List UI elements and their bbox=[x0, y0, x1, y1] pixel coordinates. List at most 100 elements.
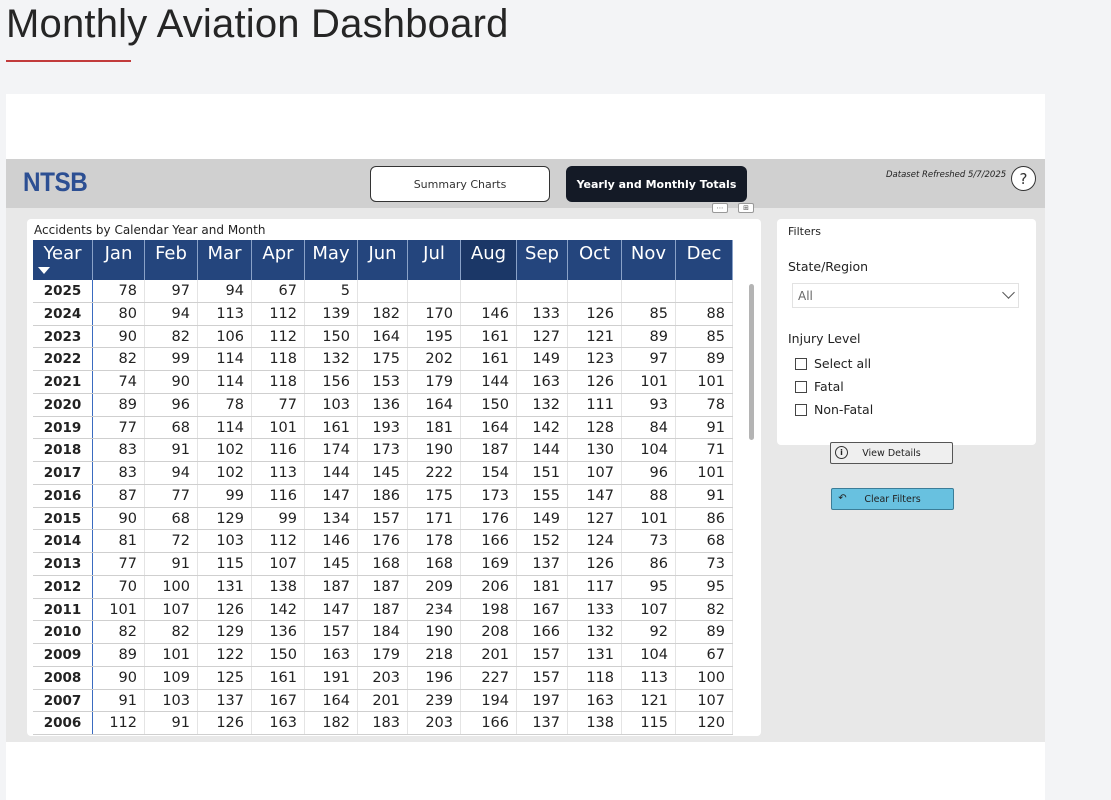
count-cell: 186 bbox=[358, 484, 408, 507]
count-cell: 82 bbox=[676, 598, 733, 621]
checkbox-square-icon[interactable] bbox=[795, 380, 807, 393]
count-cell: 101 bbox=[145, 644, 198, 666]
count-cell: 163 bbox=[305, 644, 358, 666]
count-cell: 125 bbox=[198, 666, 252, 689]
count-cell: 147 bbox=[305, 598, 358, 621]
accidents-table-panel: Accidents by Calendar Year and Month Yea… bbox=[27, 219, 761, 736]
clear-filters-button[interactable]: ↶ Clear Filters bbox=[831, 488, 954, 510]
checkbox-select-all[interactable]: Select all bbox=[795, 356, 871, 371]
count-cell: 176 bbox=[461, 507, 517, 530]
focus-mode-icon[interactable]: ⊞ bbox=[738, 203, 754, 213]
checkbox-fatal[interactable]: Fatal bbox=[795, 379, 844, 394]
month-column-header[interactable]: Sep bbox=[517, 240, 568, 280]
month-column-header[interactable]: Dec bbox=[676, 240, 733, 280]
count-cell bbox=[408, 280, 461, 302]
count-cell: 68 bbox=[676, 530, 733, 552]
count-cell: 144 bbox=[517, 439, 568, 461]
month-column-header[interactable]: Jan bbox=[93, 240, 145, 280]
sort-descending-icon[interactable] bbox=[38, 267, 50, 274]
table-row: 2015 90 68 129 99 134 157 171 176 149 127 101 86 bbox=[33, 507, 733, 531]
month-column-header[interactable]: Jul bbox=[408, 240, 461, 280]
month-column-header[interactable]: Mar bbox=[198, 240, 252, 280]
year-cell: 2015 bbox=[33, 507, 93, 530]
count-cell: 203 bbox=[358, 666, 408, 689]
count-cell: 133 bbox=[517, 302, 568, 325]
count-cell bbox=[461, 280, 517, 302]
count-cell: 132 bbox=[305, 348, 358, 370]
count-cell: 150 bbox=[461, 393, 517, 416]
count-cell: 90 bbox=[93, 325, 145, 348]
month-column-header[interactable]: Apr bbox=[252, 240, 305, 280]
count-cell: 82 bbox=[93, 348, 145, 370]
count-cell: 155 bbox=[517, 484, 568, 507]
count-cell: 103 bbox=[305, 393, 358, 416]
count-cell: 145 bbox=[305, 553, 358, 575]
count-cell: 71 bbox=[676, 439, 733, 461]
info-icon: i bbox=[835, 446, 848, 459]
month-column-header[interactable]: Jun bbox=[358, 240, 408, 280]
count-cell: 227 bbox=[461, 666, 517, 689]
checkbox-square-icon[interactable] bbox=[795, 357, 807, 370]
yearly-monthly-totals-button[interactable]: Yearly and Monthly Totals bbox=[566, 166, 747, 202]
table-row: 2017 83 94 102 113 144 145 222 154 151 107 96 101 bbox=[33, 462, 733, 485]
month-column-header[interactable]: Nov bbox=[622, 240, 676, 280]
count-cell: 91 bbox=[676, 416, 733, 439]
count-cell: 179 bbox=[408, 371, 461, 393]
count-cell: 147 bbox=[568, 484, 622, 507]
view-details-button[interactable]: i View Details bbox=[830, 442, 953, 464]
count-cell: 161 bbox=[461, 348, 517, 370]
count-cell: 107 bbox=[252, 553, 305, 575]
count-cell: 187 bbox=[305, 575, 358, 598]
state-region-dropdown[interactable]: All bbox=[792, 283, 1019, 308]
count-cell: 77 bbox=[252, 393, 305, 416]
ntsb-logo: NTSB bbox=[23, 167, 88, 197]
count-cell: 92 bbox=[622, 621, 676, 643]
count-cell: 175 bbox=[358, 348, 408, 370]
count-cell: 78 bbox=[93, 280, 145, 302]
month-column-header[interactable]: May bbox=[305, 240, 358, 280]
year-column-header[interactable]: Year bbox=[33, 240, 93, 280]
table-scrollbar[interactable] bbox=[749, 284, 754, 440]
count-cell: 77 bbox=[93, 416, 145, 439]
year-cell: 2022 bbox=[33, 348, 93, 370]
year-cell: 2007 bbox=[33, 689, 93, 712]
month-column-header[interactable]: Aug bbox=[461, 240, 517, 280]
count-cell: 67 bbox=[676, 644, 733, 666]
view-details-label: View Details bbox=[862, 447, 921, 459]
count-cell: 187 bbox=[358, 598, 408, 621]
count-cell: 89 bbox=[93, 644, 145, 666]
count-cell: 166 bbox=[461, 712, 517, 734]
checkbox-non-fatal[interactable]: Non-Fatal bbox=[795, 402, 873, 417]
count-cell: 94 bbox=[145, 462, 198, 484]
count-cell: 196 bbox=[408, 666, 461, 689]
year-cell: 2017 bbox=[33, 462, 93, 484]
count-cell bbox=[676, 280, 733, 302]
count-cell: 191 bbox=[305, 666, 358, 689]
count-cell: 190 bbox=[408, 439, 461, 461]
checkbox-label: Select all bbox=[814, 356, 872, 371]
count-cell: 126 bbox=[568, 371, 622, 393]
count-cell: 101 bbox=[622, 371, 676, 393]
checkbox-square-icon[interactable] bbox=[795, 403, 807, 416]
help-button[interactable]: ? bbox=[1011, 166, 1036, 191]
count-cell: 157 bbox=[358, 507, 408, 530]
count-cell: 139 bbox=[305, 302, 358, 325]
count-cell: 171 bbox=[408, 507, 461, 530]
undo-icon: ↶ bbox=[838, 493, 847, 504]
month-column-header[interactable]: Feb bbox=[145, 240, 198, 280]
month-column-header[interactable]: Oct bbox=[568, 240, 622, 280]
count-cell: 91 bbox=[676, 484, 733, 507]
count-cell: 97 bbox=[622, 348, 676, 370]
count-cell: 153 bbox=[358, 371, 408, 393]
count-cell: 218 bbox=[408, 644, 461, 666]
count-cell: 173 bbox=[461, 484, 517, 507]
count-cell: 134 bbox=[305, 507, 358, 530]
count-cell: 118 bbox=[568, 666, 622, 689]
summary-charts-button[interactable]: Summary Charts bbox=[370, 166, 550, 202]
count-cell: 194 bbox=[461, 689, 517, 712]
count-cell: 161 bbox=[305, 416, 358, 439]
count-cell: 101 bbox=[252, 416, 305, 439]
filter-icon[interactable]: ⋯ bbox=[712, 203, 728, 213]
table-row: 2006 112 91 126 163 182 183 203 166 137 138 115 120 bbox=[33, 712, 733, 735]
table-row: 2009 89 101 122 150 163 179 218 201 157 131 104 67 bbox=[33, 644, 733, 667]
